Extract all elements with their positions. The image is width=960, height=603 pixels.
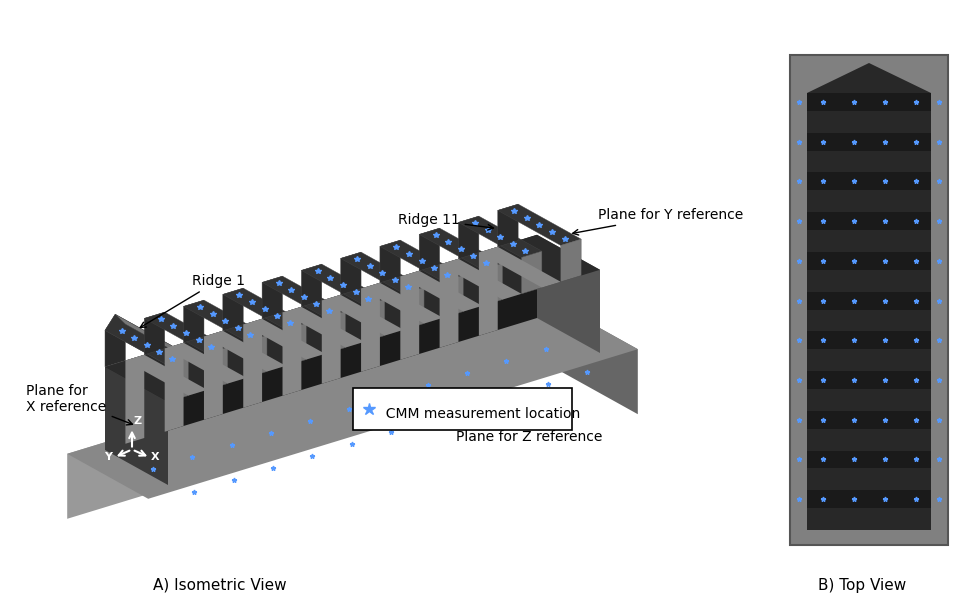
- Polygon shape: [341, 252, 361, 295]
- Polygon shape: [361, 283, 380, 372]
- Polygon shape: [322, 295, 341, 384]
- Text: Plane for Y reference: Plane for Y reference: [573, 208, 744, 235]
- Bar: [807, 172, 931, 191]
- Polygon shape: [126, 355, 207, 396]
- Polygon shape: [183, 300, 204, 343]
- Polygon shape: [497, 204, 581, 245]
- Polygon shape: [443, 275, 464, 318]
- Text: Plane for
X reference: Plane for X reference: [27, 384, 132, 425]
- Polygon shape: [105, 324, 188, 365]
- Polygon shape: [459, 216, 541, 257]
- Polygon shape: [301, 264, 385, 305]
- Polygon shape: [380, 240, 400, 283]
- Polygon shape: [204, 331, 223, 420]
- Polygon shape: [105, 314, 179, 365]
- Text: X: X: [151, 452, 159, 461]
- Polygon shape: [223, 288, 306, 329]
- Polygon shape: [479, 247, 561, 288]
- Bar: [807, 252, 931, 270]
- Polygon shape: [126, 355, 144, 444]
- Polygon shape: [403, 287, 424, 330]
- Polygon shape: [521, 251, 541, 294]
- Polygon shape: [365, 299, 385, 342]
- Polygon shape: [243, 319, 262, 408]
- Bar: [807, 411, 931, 429]
- Polygon shape: [207, 347, 228, 390]
- Polygon shape: [807, 63, 931, 93]
- Polygon shape: [223, 288, 243, 331]
- Bar: [807, 332, 931, 349]
- Bar: [807, 292, 931, 309]
- Polygon shape: [400, 271, 482, 312]
- Polygon shape: [165, 343, 247, 384]
- Polygon shape: [105, 314, 126, 367]
- Polygon shape: [183, 300, 267, 341]
- Polygon shape: [482, 263, 503, 306]
- FancyBboxPatch shape: [353, 388, 572, 430]
- Polygon shape: [440, 259, 459, 348]
- Polygon shape: [557, 304, 637, 414]
- Polygon shape: [537, 235, 600, 353]
- Bar: [807, 133, 931, 151]
- Polygon shape: [165, 343, 183, 432]
- Text: Z: Z: [134, 415, 142, 426]
- Polygon shape: [301, 264, 322, 307]
- Polygon shape: [247, 335, 267, 378]
- Text: B) Top View: B) Top View: [818, 578, 906, 593]
- Text: Ridge 1: Ridge 1: [140, 274, 245, 327]
- Polygon shape: [479, 247, 497, 336]
- Polygon shape: [115, 314, 188, 359]
- Bar: [807, 212, 931, 230]
- Bar: [807, 371, 931, 389]
- Bar: [790, 55, 948, 545]
- Polygon shape: [380, 240, 464, 282]
- Polygon shape: [440, 259, 521, 300]
- Polygon shape: [262, 276, 282, 319]
- Polygon shape: [420, 228, 503, 270]
- Polygon shape: [341, 252, 424, 294]
- Polygon shape: [459, 216, 479, 259]
- Polygon shape: [325, 311, 346, 354]
- Polygon shape: [105, 235, 600, 402]
- Polygon shape: [282, 307, 301, 396]
- Polygon shape: [262, 276, 346, 317]
- Polygon shape: [105, 367, 168, 485]
- Bar: [807, 93, 931, 530]
- Text: A) Isometric View: A) Isometric View: [154, 578, 287, 593]
- Polygon shape: [420, 228, 440, 271]
- Polygon shape: [361, 283, 443, 324]
- Bar: [807, 490, 931, 508]
- Polygon shape: [105, 235, 537, 450]
- Polygon shape: [400, 271, 420, 360]
- Polygon shape: [67, 304, 557, 519]
- Bar: [807, 93, 931, 111]
- Polygon shape: [144, 312, 165, 355]
- Polygon shape: [144, 312, 228, 353]
- Text: Plane for Z reference: Plane for Z reference: [441, 411, 603, 444]
- Polygon shape: [497, 204, 518, 247]
- Polygon shape: [286, 323, 306, 366]
- Polygon shape: [322, 295, 403, 335]
- Text: Y: Y: [104, 452, 112, 463]
- Polygon shape: [204, 331, 286, 371]
- Polygon shape: [561, 239, 581, 282]
- Polygon shape: [243, 319, 325, 359]
- Polygon shape: [282, 307, 365, 347]
- Polygon shape: [67, 304, 637, 499]
- Text: CMM measurement location: CMM measurement location: [377, 407, 580, 421]
- Text: Ridge 11: Ridge 11: [397, 213, 493, 230]
- Polygon shape: [168, 349, 188, 402]
- Bar: [807, 450, 931, 469]
